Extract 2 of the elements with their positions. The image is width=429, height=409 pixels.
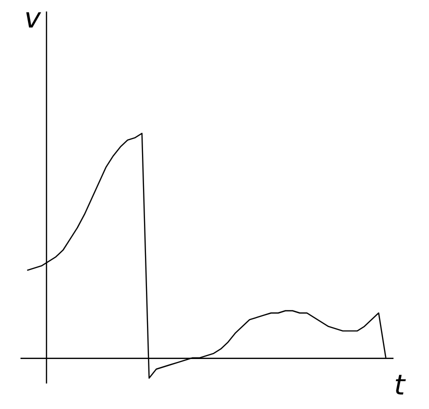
y-axis-title: v xyxy=(24,2,42,34)
x-axis-title: t xyxy=(394,368,406,402)
